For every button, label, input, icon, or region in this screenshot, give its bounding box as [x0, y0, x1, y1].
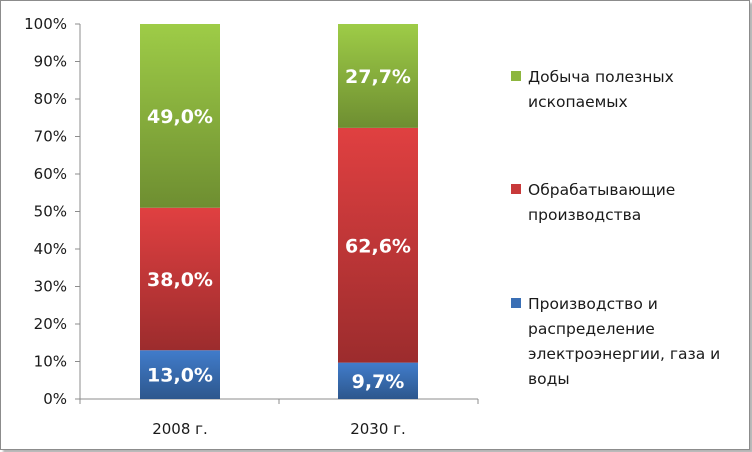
legend-swatch — [511, 184, 521, 194]
y-tick-label: 80% — [34, 90, 67, 108]
y-tick-label: 30% — [34, 278, 67, 296]
y-tick-label: 50% — [34, 203, 67, 221]
bar-segment — [140, 350, 220, 399]
x-tick-label: 2008 г. — [152, 420, 208, 438]
data-label: 13,0% — [147, 365, 213, 387]
bar-segment — [140, 24, 220, 208]
legend-label: Производство и — [528, 295, 658, 313]
y-tick-label: 90% — [34, 53, 67, 71]
data-label: 49,0% — [147, 106, 213, 128]
y-tick-label: 20% — [34, 315, 67, 333]
y-tick-label: 100% — [24, 15, 67, 33]
axes: 0% 10% 20% 30% 40% 50% 60% 70% 80% 90% 100% 2008 г.… — [24, 15, 479, 438]
y-tick-label: 40% — [34, 240, 67, 258]
bar-segment — [338, 24, 418, 128]
y-tick-label: 10% — [34, 353, 67, 371]
data-label: 9,7% — [352, 371, 405, 393]
y-tick-label: 0% — [43, 390, 67, 408]
y-tick-label: 70% — [34, 128, 67, 146]
y-tick-label: 60% — [34, 165, 67, 183]
legend-label: распределение — [528, 320, 655, 338]
data-labels: 13,0% 38,0% 49,0% 9,7% 62,6% 27,7% — [147, 66, 411, 393]
bar-segment — [338, 362, 418, 399]
legend-label: Обрабатывающие — [528, 181, 675, 199]
data-label: 62,6% — [345, 235, 411, 257]
data-label: 27,7% — [345, 66, 411, 88]
legend-label: производства — [528, 206, 641, 224]
legend-swatch — [511, 298, 521, 308]
bar-segment — [338, 127, 418, 363]
bar-segment — [140, 207, 220, 351]
legend: Добыча полезных ископаемых Обрабатывающие п… — [511, 68, 720, 388]
data-label: 38,0% — [147, 269, 213, 291]
legend-swatch — [511, 71, 521, 81]
bars — [140, 24, 418, 399]
legend-label: электроэнергии, газа и — [528, 345, 720, 363]
x-tick-label: 2030 г. — [350, 420, 406, 438]
legend-label: воды — [528, 370, 570, 388]
legend-label: Добыча полезных — [528, 68, 674, 86]
legend-label: ископаемых — [528, 93, 628, 111]
